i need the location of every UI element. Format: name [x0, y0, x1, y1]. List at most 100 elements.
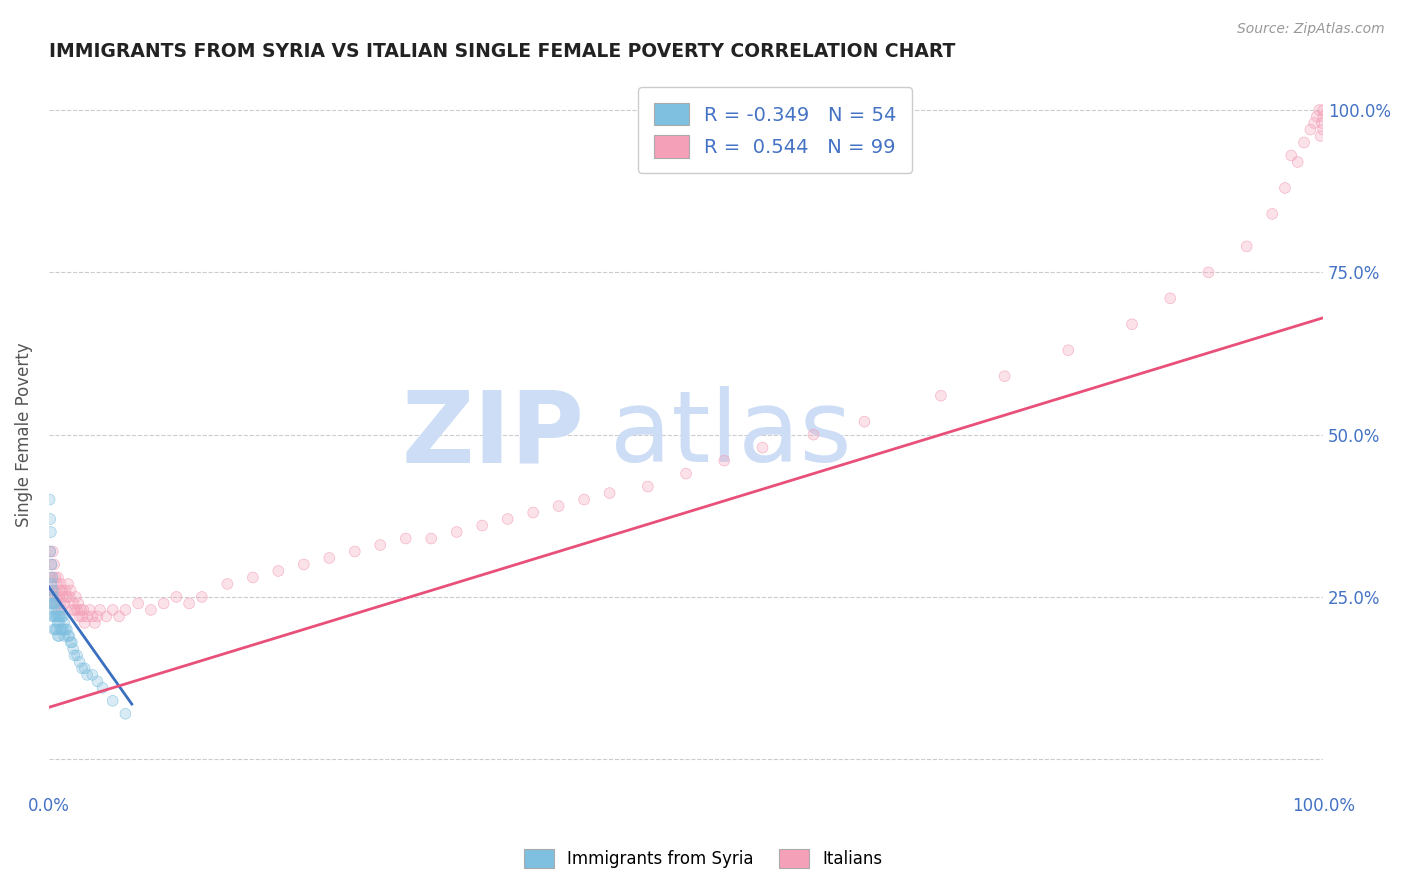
Point	[46, 615, 69, 630]
Point	[70, 661, 93, 675]
Point	[41, 570, 63, 584]
Point	[53, 615, 76, 630]
Point	[58, 590, 80, 604]
Point	[44, 623, 66, 637]
Point	[1159, 291, 1181, 305]
Legend: R = -0.349   N = 54, R =  0.544   N = 99: R = -0.349 N = 54, R = 0.544 N = 99	[638, 87, 912, 173]
Point	[44, 609, 66, 624]
Point	[82, 668, 104, 682]
Point	[55, 583, 77, 598]
Point	[179, 596, 201, 610]
Point	[38, 492, 60, 507]
Point	[53, 615, 76, 630]
Point	[60, 635, 83, 649]
Point	[343, 544, 366, 558]
Point	[44, 590, 66, 604]
Point	[45, 609, 67, 624]
Point	[49, 623, 72, 637]
Point	[45, 577, 67, 591]
Point	[751, 441, 773, 455]
Point	[446, 524, 468, 539]
Point	[1308, 103, 1330, 117]
Point	[929, 389, 952, 403]
Point	[42, 570, 65, 584]
Point	[292, 558, 315, 572]
Point	[41, 596, 63, 610]
Point	[48, 615, 70, 630]
Point	[41, 570, 63, 584]
Text: Source: ZipAtlas.com: Source: ZipAtlas.com	[1237, 22, 1385, 37]
Point	[42, 609, 65, 624]
Point	[53, 596, 76, 610]
Point	[547, 499, 569, 513]
Point	[46, 609, 69, 624]
Point	[49, 623, 72, 637]
Point	[929, 389, 952, 403]
Point	[292, 558, 315, 572]
Point	[45, 609, 67, 624]
Point	[52, 590, 75, 604]
Point	[1299, 122, 1322, 136]
Point	[45, 596, 67, 610]
Point	[49, 596, 72, 610]
Point	[48, 629, 70, 643]
Point	[267, 564, 290, 578]
Point	[42, 544, 65, 558]
Point	[52, 609, 75, 624]
Point	[79, 603, 101, 617]
Point	[41, 558, 63, 572]
Point	[63, 603, 86, 617]
Text: IMMIGRANTS FROM SYRIA VS ITALIAN SINGLE FEMALE POVERTY CORRELATION CHART: IMMIGRANTS FROM SYRIA VS ITALIAN SINGLE …	[49, 42, 955, 61]
Point	[42, 596, 65, 610]
Point	[72, 603, 94, 617]
Point	[599, 486, 621, 500]
Point	[53, 629, 76, 643]
Point	[42, 590, 65, 604]
Point	[39, 512, 62, 526]
Point	[48, 603, 70, 617]
Point	[637, 479, 659, 493]
Point	[39, 544, 62, 558]
Point	[53, 596, 76, 610]
Point	[52, 590, 75, 604]
Point	[853, 415, 876, 429]
Point	[48, 583, 70, 598]
Point	[45, 603, 67, 617]
Point	[471, 518, 494, 533]
Point	[41, 558, 63, 572]
Point	[318, 551, 340, 566]
Point	[86, 674, 108, 689]
Legend: Immigrants from Syria, Italians: Immigrants from Syria, Italians	[517, 842, 889, 875]
Point	[55, 623, 77, 637]
Point	[66, 603, 89, 617]
Point	[1310, 116, 1333, 130]
Point	[420, 532, 443, 546]
Point	[41, 558, 63, 572]
Point	[45, 596, 67, 610]
Point	[42, 583, 65, 598]
Point	[44, 590, 66, 604]
Point	[446, 524, 468, 539]
Point	[42, 596, 65, 610]
Point	[522, 506, 544, 520]
Point	[96, 609, 118, 624]
Point	[76, 609, 98, 624]
Point	[76, 668, 98, 682]
Point	[114, 706, 136, 721]
Point	[46, 570, 69, 584]
Point	[637, 479, 659, 493]
Point	[42, 558, 65, 572]
Point	[152, 596, 174, 610]
Point	[1309, 128, 1331, 143]
Point	[1312, 103, 1334, 117]
Point	[1312, 122, 1334, 136]
Point	[191, 590, 214, 604]
Point	[1198, 265, 1220, 279]
Point	[343, 544, 366, 558]
Point	[73, 661, 96, 675]
Point	[59, 583, 82, 598]
Point	[114, 603, 136, 617]
Point	[60, 603, 83, 617]
Point	[44, 603, 66, 617]
Point	[70, 609, 93, 624]
